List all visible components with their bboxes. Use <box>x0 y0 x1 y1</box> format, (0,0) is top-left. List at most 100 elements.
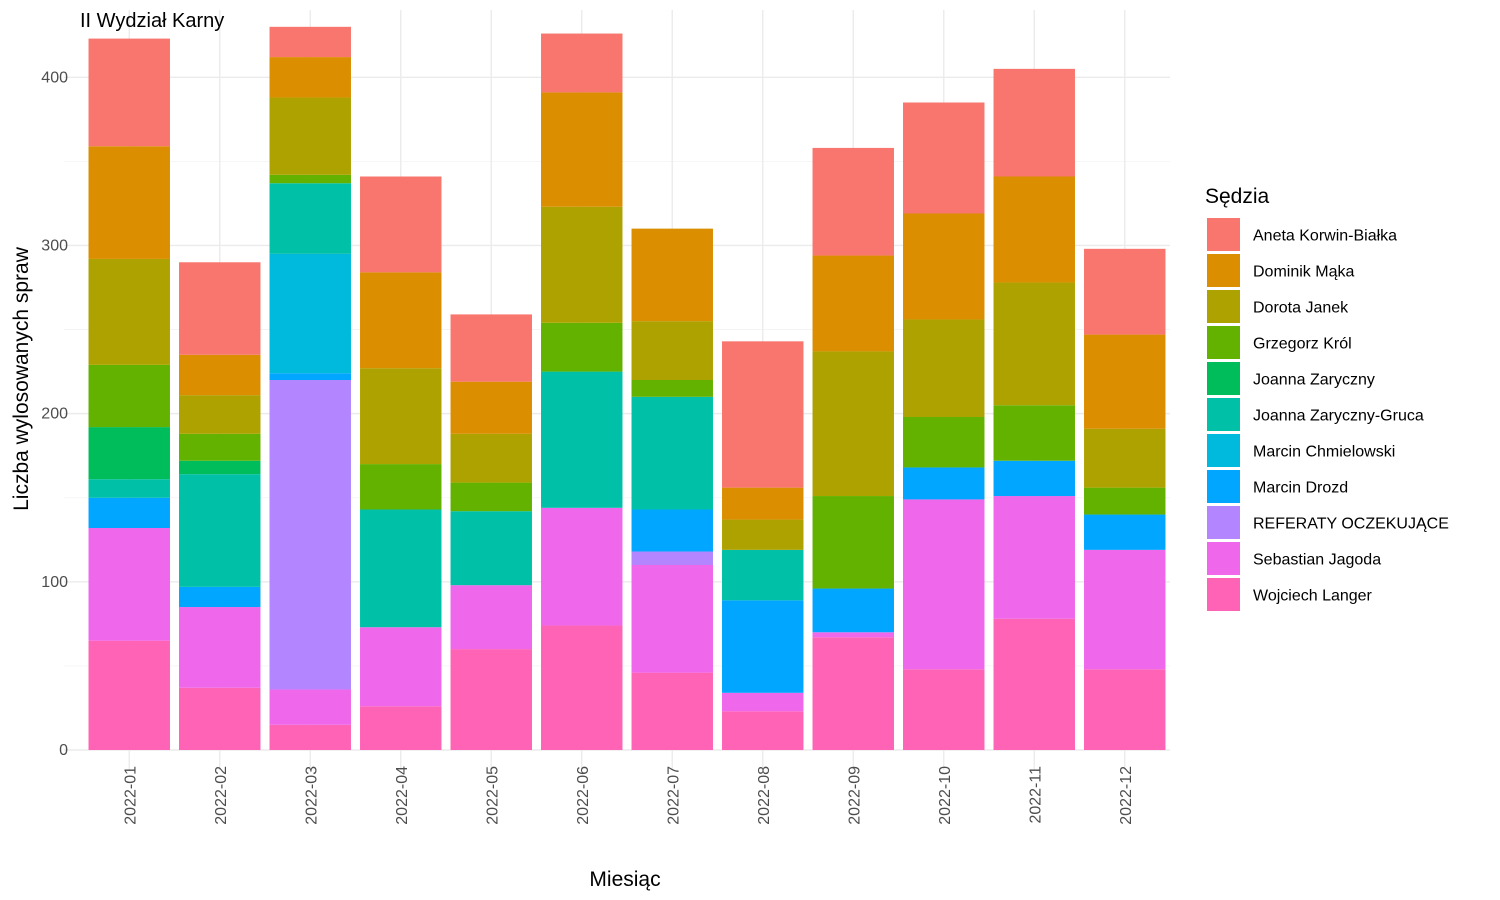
x-tick-label: 2022-02 <box>213 766 230 825</box>
bar-segment <box>1084 334 1166 429</box>
bar-segment <box>450 314 532 382</box>
bar-segment <box>993 496 1075 619</box>
x-tick-label: 2022-12 <box>1118 766 1135 825</box>
legend-swatch <box>1207 578 1240 611</box>
legend-swatch <box>1207 290 1240 323</box>
bar-segment <box>360 627 442 707</box>
bar-segment <box>179 460 261 475</box>
bar-segment <box>179 262 261 355</box>
bar-segment <box>812 351 894 497</box>
y-tick-label: 100 <box>41 574 68 591</box>
bar-segment <box>722 600 804 693</box>
bar-segment <box>179 474 261 587</box>
bar-segment <box>903 102 985 214</box>
bar-segment <box>450 433 532 483</box>
bar-segment <box>631 380 713 397</box>
bar-segment <box>88 640 170 750</box>
bar-segment <box>179 586 261 608</box>
bar-segment <box>631 228 713 322</box>
bar-segment <box>903 467 985 500</box>
bar-segment <box>269 253 351 374</box>
bar-segment <box>631 509 713 552</box>
bar-segment <box>88 258 170 365</box>
bar-segment <box>812 147 894 256</box>
x-axis-ticks: 2022-01 2022-02 2022-03 2022-04 2022-05 2022-… <box>122 766 1135 825</box>
bar-segment <box>88 497 170 528</box>
bar-segment <box>1084 428 1166 488</box>
legend-swatch <box>1207 542 1240 575</box>
bar-segment <box>88 364 170 428</box>
bar-segment <box>450 585 532 650</box>
legend-label: Joanna Zaryczny <box>1253 372 1375 389</box>
bar-segment <box>179 395 261 434</box>
bar-segment <box>541 625 623 750</box>
y-tick-label: 400 <box>41 69 68 86</box>
legend-swatch <box>1207 398 1240 431</box>
bar-segment <box>179 687 261 750</box>
bar-segment <box>179 433 261 461</box>
bar-segment <box>360 272 442 369</box>
legend-label: Dominik Mąka <box>1253 264 1354 281</box>
legend-label: Marcin Drozd <box>1253 480 1348 497</box>
bars <box>88 26 1166 750</box>
x-tick-label: 2022-08 <box>756 766 773 825</box>
bar-segment <box>1084 248 1166 335</box>
bar-segment <box>269 97 351 175</box>
bar-segment <box>450 381 532 434</box>
x-tick-label: 2022-09 <box>846 766 863 825</box>
bar-segment <box>360 509 442 628</box>
x-tick-label: 2022-04 <box>394 766 411 825</box>
legend-label: Sebastian Jagoda <box>1253 552 1381 569</box>
legend-swatch <box>1207 470 1240 503</box>
bar-segment <box>269 689 351 725</box>
bar-segment <box>1084 669 1166 750</box>
bar-segment <box>541 33 623 93</box>
bar-segment <box>631 396 713 510</box>
legend-swatch <box>1207 434 1240 467</box>
x-tick-label: 2022-01 <box>122 766 139 825</box>
bar-segment <box>88 528 170 641</box>
x-tick-label: 2022-10 <box>937 766 954 825</box>
legend-swatch <box>1207 254 1240 287</box>
x-axis-title: Miesiąc <box>589 868 660 891</box>
y-axis-title: Liczba wylosowanych spraw <box>10 246 33 511</box>
x-tick-label: 2022-05 <box>484 766 501 825</box>
bar-segment <box>722 487 804 520</box>
bar-segment <box>631 672 713 750</box>
legend-swatch <box>1207 218 1240 251</box>
bar-segment <box>88 146 170 259</box>
legend-title: Sędzia <box>1205 185 1270 208</box>
bar-segment <box>812 588 894 633</box>
bar-segment <box>541 322 623 372</box>
chart-title: II Wydział Karny <box>80 10 224 32</box>
bar-segment <box>1084 514 1166 550</box>
bar-segment <box>1084 549 1166 670</box>
bar-segment <box>993 460 1075 497</box>
legend-label: Dorota Janek <box>1253 300 1349 317</box>
bar-segment <box>88 479 170 498</box>
legend-label: Wojciech Langer <box>1253 588 1373 605</box>
bar-segment <box>903 499 985 670</box>
bar-segment <box>269 57 351 98</box>
bar-segment <box>722 519 804 550</box>
bar-segment <box>541 92 623 207</box>
legend-label: REFERATY OCZEKUJĄCE <box>1253 516 1449 533</box>
x-tick-label: 2022-07 <box>665 766 682 825</box>
bar-segment <box>360 368 442 465</box>
legend-swatch <box>1207 506 1240 539</box>
legend-label: Marcin Chmielowski <box>1253 444 1395 461</box>
bar-segment <box>541 507 623 626</box>
legend-swatch <box>1207 362 1240 395</box>
bar-segment <box>360 706 442 750</box>
bar-segment <box>812 632 894 638</box>
legend-label: Aneta Korwin-Białka <box>1253 228 1397 245</box>
y-axis-ticks: 0 100 200 300 400 <box>41 69 68 759</box>
bar-segment <box>541 371 623 508</box>
bar-segment <box>631 565 713 673</box>
bar-segment <box>1084 487 1166 515</box>
bar-segment <box>903 417 985 468</box>
bar-segment <box>903 669 985 750</box>
bar-segment <box>269 724 351 750</box>
bar-segment <box>88 427 170 480</box>
